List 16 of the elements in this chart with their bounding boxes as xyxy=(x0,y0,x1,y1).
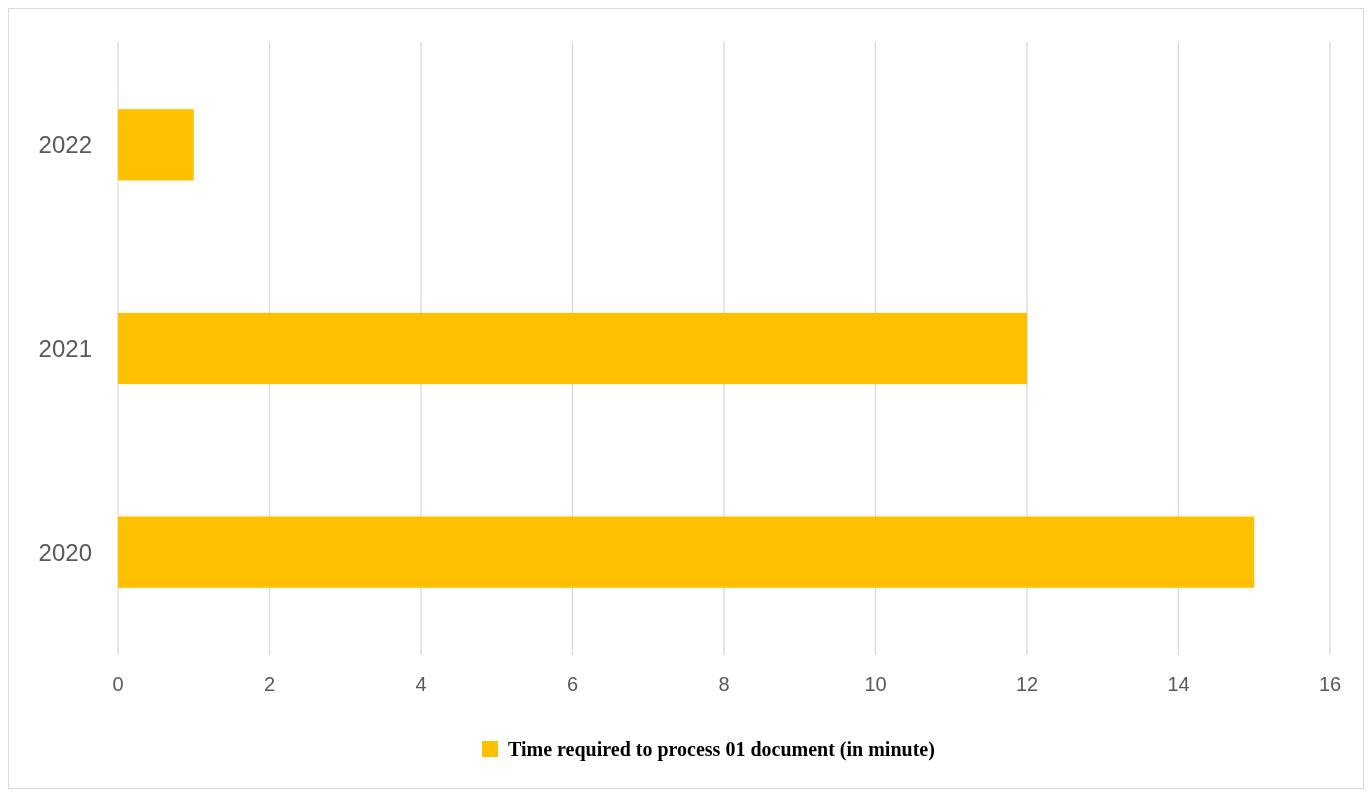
x-tick-label: 14 xyxy=(1167,673,1190,695)
x-tick-label: 10 xyxy=(864,673,887,695)
x-tick-label: 4 xyxy=(415,673,427,695)
bar xyxy=(118,516,1255,588)
x-tick-label: 12 xyxy=(1015,673,1039,695)
x-tick-label: 16 xyxy=(1318,673,1342,695)
legend-label: Time required to process 01 document (in minute) xyxy=(508,738,935,761)
x-tick-label: 2 xyxy=(263,673,276,695)
x-tick-label: 6 xyxy=(566,673,579,695)
y-tick-label: 2022 xyxy=(38,131,92,159)
x-tick-label: 8 xyxy=(718,673,730,695)
bar xyxy=(118,312,1027,385)
y-tick-label: 2021 xyxy=(38,334,92,362)
x-tick-label: 0 xyxy=(112,673,124,695)
y-tick-label: 2020 xyxy=(38,538,92,566)
bar xyxy=(118,109,194,181)
